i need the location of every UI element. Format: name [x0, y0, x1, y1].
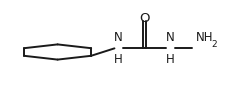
Text: H: H — [114, 53, 123, 66]
Text: H: H — [166, 53, 175, 66]
Text: O: O — [139, 12, 150, 25]
Text: N: N — [166, 31, 175, 44]
Text: NH: NH — [196, 31, 214, 44]
Text: 2: 2 — [212, 40, 217, 49]
Text: N: N — [114, 31, 123, 44]
